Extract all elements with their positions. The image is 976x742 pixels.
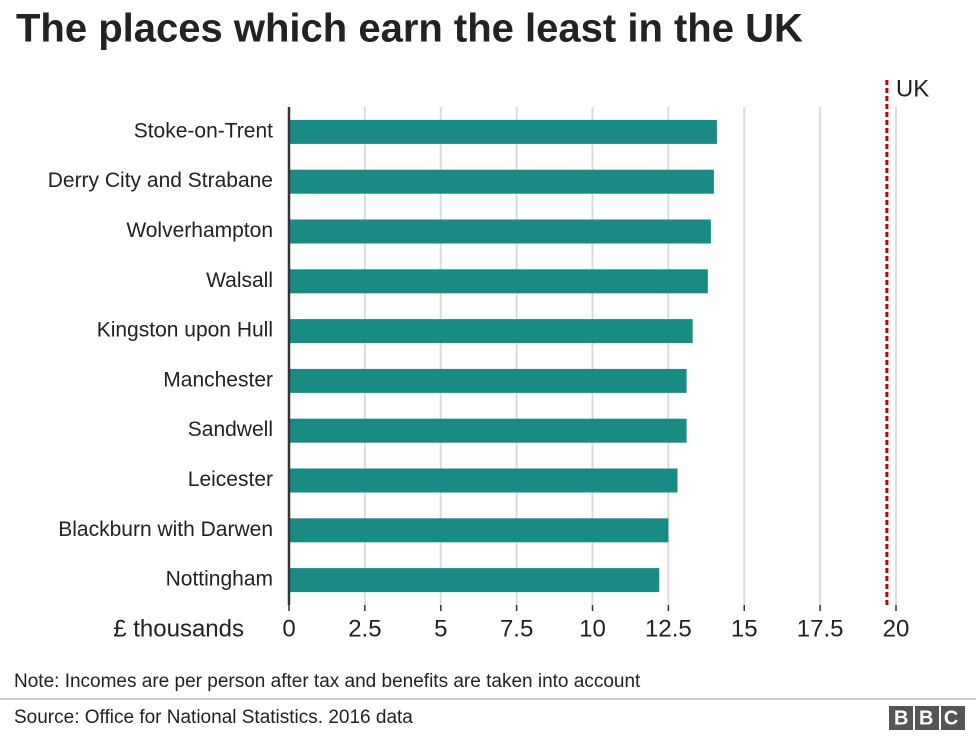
x-tick-label: 12.5 <box>645 615 692 642</box>
y-tick-label: Blackburn with Darwen <box>58 518 273 541</box>
note: Note: Incomes are per person after tax a… <box>14 671 641 692</box>
bar <box>289 319 693 344</box>
x-tick-label: 0 <box>282 615 295 642</box>
y-tick-label: Sandwell <box>188 418 273 441</box>
x-tick-label: 5 <box>434 615 447 642</box>
chart-title: The places which earn the least in the U… <box>16 7 803 51</box>
bar <box>289 169 714 194</box>
y-tick-label: Walsall <box>206 269 273 292</box>
logo-box <box>915 706 939 730</box>
x-tick-label: 7.5 <box>500 615 533 642</box>
bar <box>289 368 687 393</box>
source: Source: Office for National Statistics. … <box>14 707 413 728</box>
logo-box <box>941 706 965 730</box>
x-tick-label: 20 <box>883 615 910 642</box>
y-tick-label: Wolverhampton <box>126 219 273 242</box>
reference-label: UK <box>896 75 929 102</box>
y-tick-label: Derry City and Strabane <box>48 169 273 192</box>
logo-text: BBC <box>894 707 969 729</box>
x-tick-label: 2.5 <box>348 615 381 642</box>
bar <box>289 468 678 493</box>
x-tick-label: 10 <box>579 615 606 642</box>
bar <box>289 418 687 443</box>
x-axis-label: £ thousands <box>113 615 244 642</box>
logo-box <box>889 706 913 730</box>
y-tick-label: Leicester <box>188 468 273 491</box>
y-tick-label: Stoke-on-Trent <box>134 119 273 142</box>
x-tick-label: 15 <box>731 615 758 642</box>
y-tick-label: Manchester <box>163 368 273 391</box>
bar <box>289 269 708 294</box>
y-tick-label: Kingston upon Hull <box>97 319 273 342</box>
bar <box>289 219 711 244</box>
y-tick-label: Nottingham <box>166 568 273 591</box>
bar <box>289 119 717 144</box>
logo: BBC <box>889 706 969 730</box>
bar <box>289 518 669 543</box>
x-tick-label: 17.5 <box>797 615 844 642</box>
bar <box>289 568 660 593</box>
